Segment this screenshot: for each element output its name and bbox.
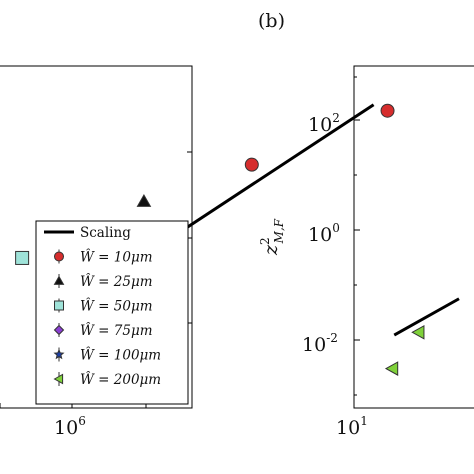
panel-b-data-point bbox=[411, 324, 425, 340]
panel-b-x-tick-label: 101 bbox=[336, 414, 368, 439]
panel-b-label: (b) bbox=[258, 10, 285, 32]
panel-b: (b) 102 100 10-2 101 z2M,F bbox=[258, 10, 474, 439]
panel-b-y-axis-label: z2M,F bbox=[258, 218, 286, 256]
panel-b-scaling-line bbox=[393, 297, 460, 337]
panel-a-data-point bbox=[380, 103, 395, 118]
panel-a-axes-frame bbox=[0, 65, 193, 409]
legend-marker bbox=[53, 324, 65, 336]
panel-a-legend: Scaling Ŵ = 10μm Ŵ = 25μm Ŵ = 50μm Ŵ = 75μm Ŵ… bbox=[35, 220, 189, 405]
panel-b-y-tick-label: 100 bbox=[308, 221, 340, 246]
panel-b-data-point bbox=[384, 361, 399, 376]
panel-a-data-point bbox=[15, 250, 30, 265]
legend-marker bbox=[54, 251, 64, 262]
legend-marker bbox=[53, 275, 65, 285]
panel-a-data-point bbox=[136, 193, 152, 207]
legend-entry-label: Ŵ = 200μm bbox=[80, 372, 161, 388]
panel-a: 106 Scaling Ŵ = 10μm Ŵ = 25μm Ŵ = 50μm Ŵ = 7… bbox=[0, 65, 395, 439]
panel-a-legend-box bbox=[35, 220, 189, 405]
legend-marker bbox=[54, 300, 64, 311]
panel-b-y-tick-label: 10-2 bbox=[302, 331, 338, 356]
legend-marker bbox=[53, 348, 65, 360]
legend-entry-label: Ŵ = 75μm bbox=[80, 323, 153, 339]
legend-marker bbox=[53, 373, 64, 385]
panel-a-x-tick-label: 106 bbox=[54, 414, 86, 439]
panel-a-data-point bbox=[244, 157, 259, 172]
panel-b-y-tick-label: 102 bbox=[308, 111, 340, 136]
legend-entry-label: Ŵ = 25μm bbox=[80, 274, 153, 290]
legend-entry-label: Scaling bbox=[80, 225, 131, 241]
panel-b-axes-frame bbox=[353, 65, 474, 409]
legend-entry-label: Ŵ = 10μm bbox=[80, 250, 153, 266]
legend-entry-label: Ŵ = 50μm bbox=[80, 299, 153, 315]
legend-entry-label: Ŵ = 100μm bbox=[80, 348, 161, 364]
